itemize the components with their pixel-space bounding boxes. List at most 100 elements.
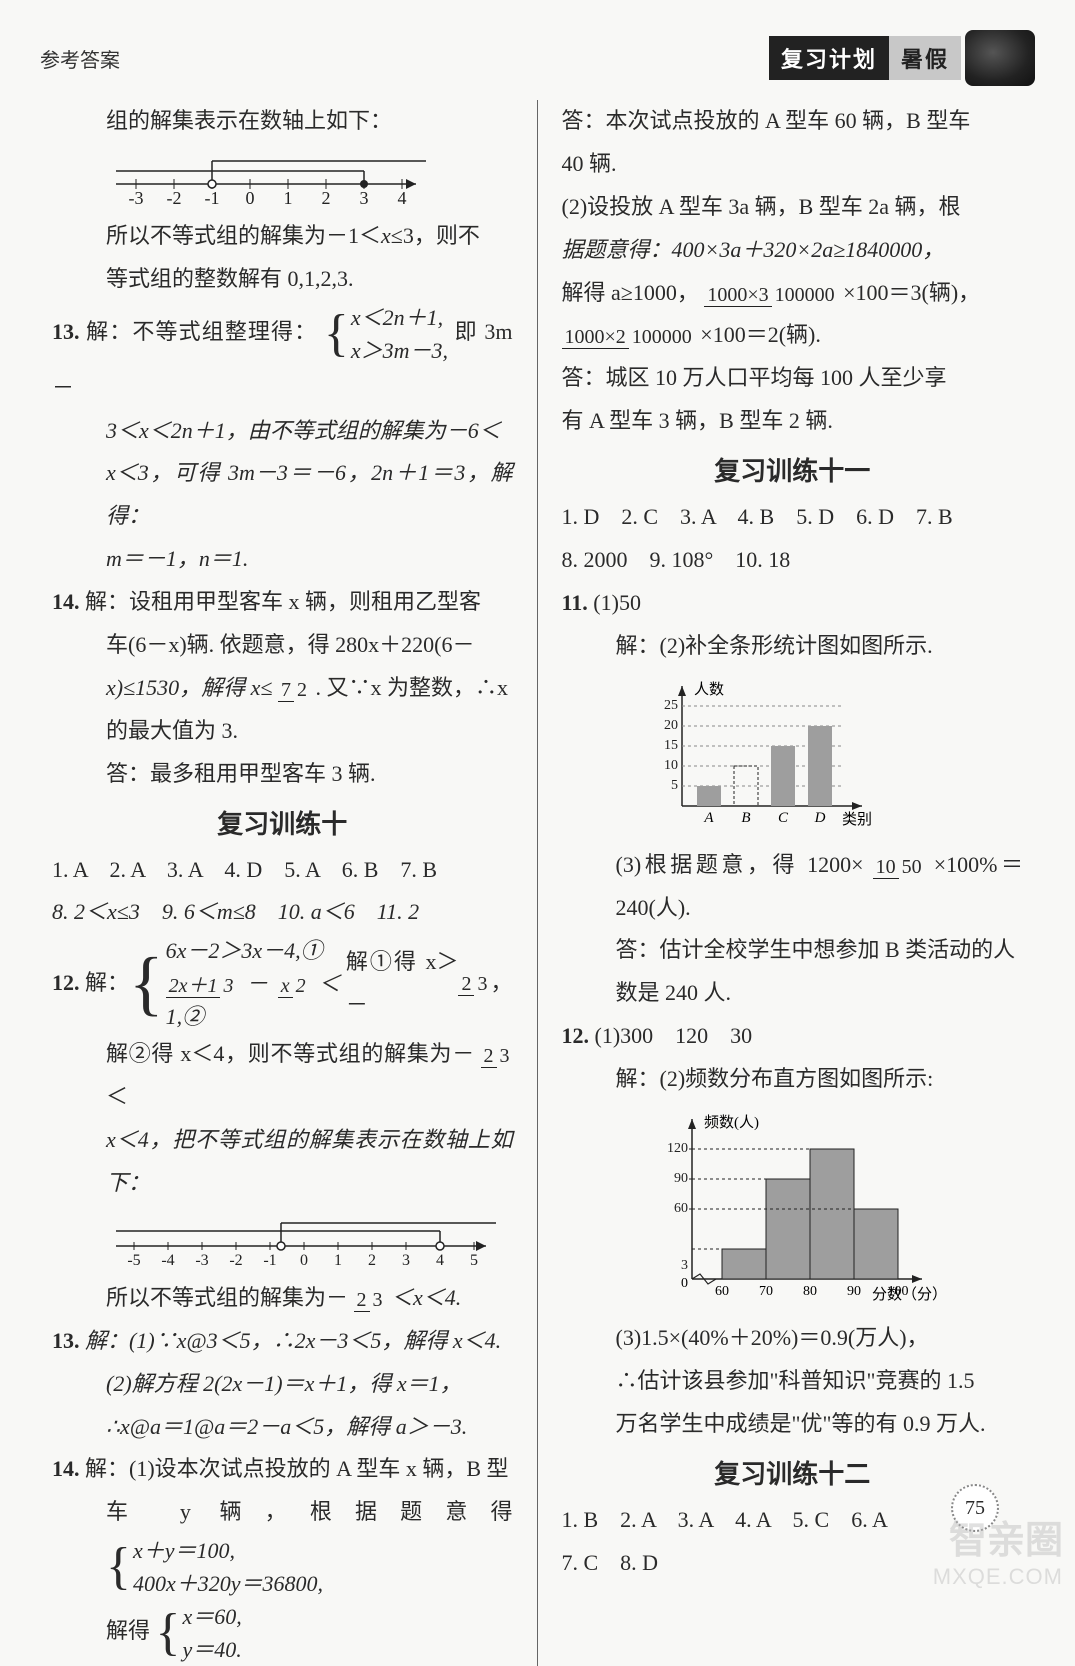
svg-text:3: 3: [681, 1258, 688, 1273]
svg-text:A: A: [703, 810, 714, 826]
text: 答：最多租用甲型客车 3 辆.: [52, 753, 513, 796]
svg-text:3: 3: [402, 1252, 410, 1269]
answers: 8. 2000 9. 108° 10. 18: [562, 539, 1024, 582]
number-line-2: -5 -4 -3 -2 -1 0 1 2 3 4 5: [106, 1211, 513, 1271]
svg-text:2: 2: [322, 188, 331, 208]
svg-text:2: 2: [368, 1252, 376, 1269]
header-image: [965, 30, 1035, 86]
svg-text:0: 0: [300, 1252, 308, 1269]
svg-text:20: 20: [664, 718, 678, 733]
svg-text:1: 1: [284, 188, 293, 208]
badge-summer: 暑假: [889, 36, 961, 80]
text: 有 A 型车 3 辆，B 型车 2 辆.: [562, 400, 1024, 443]
q11: 11. (1)50: [562, 582, 1024, 625]
text: 3＜x＜2n＋1，由不等式组的解集为－6＜: [52, 410, 513, 453]
watermark-cn: 智亲圈: [933, 1509, 1063, 1564]
svg-text:-3: -3: [195, 1252, 208, 1269]
text: 1000×2100000 ×100＝2(辆).: [562, 314, 1024, 357]
badge-plan: 复习计划: [769, 36, 889, 80]
text: 的最大值为 3.: [52, 710, 513, 753]
svg-text:类别: 类别: [842, 811, 872, 828]
text: 等式组的整数解有 0,1,2,3.: [52, 258, 513, 301]
svg-text:频数(人): 频数(人): [704, 1114, 759, 1131]
svg-text:B: B: [741, 810, 750, 826]
svg-text:0: 0: [681, 1276, 688, 1291]
svg-text:1: 1: [334, 1252, 342, 1269]
bar-chart: 人数 类别 5 10 15 20 25 A B C D: [642, 676, 1024, 836]
svg-text:0: 0: [246, 188, 255, 208]
answers: 1. D 2. C 3. A 4. B 5. D 6. D 7. B: [562, 496, 1024, 539]
svg-text:120: 120: [667, 1141, 688, 1156]
text: 答：估计全校学生中想参加 B 类活动的人: [562, 929, 1024, 972]
svg-text:25: 25: [664, 698, 678, 713]
right-column: 答：本次试点投放的 A 型车 60 辆，B 型车 40 辆. (2)设投放 A …: [538, 100, 1036, 1666]
svg-text:-4: -4: [161, 1252, 174, 1269]
text: 车(6－x)辆. 依题意，得 280x＋220(6－: [52, 624, 513, 667]
svg-text:60: 60: [715, 1284, 729, 1299]
svg-text:100: 100: [887, 1284, 908, 1299]
text: (3)1.5×(40%＋20%)＝0.9(万人)，: [562, 1317, 1024, 1360]
svg-text:15: 15: [664, 738, 678, 753]
header-left-label: 参考答案: [40, 44, 120, 73]
svg-text:-1: -1: [205, 188, 220, 208]
svg-text:人数: 人数: [694, 681, 724, 698]
text: 车 y 辆，根据题意得 { x＋y＝100, 400x＋320y＝36800,: [52, 1491, 513, 1600]
answers: 8. 2＜x≤3 9. 6＜m≤8 10. a＜6 11. 2: [52, 891, 513, 934]
svg-text:90: 90: [847, 1284, 861, 1299]
text: 解得 a≥1000， 1000×3100000 ×100＝3(辆)，: [562, 272, 1024, 315]
svg-text:70: 70: [759, 1284, 773, 1299]
text: 据题意得：400×3a＋320×2a≥1840000，: [562, 229, 1024, 272]
answers: 1. A 2. A 3. A 4. D 5. A 6. B 7. B: [52, 849, 513, 892]
svg-text:C: C: [777, 810, 788, 826]
text: x＜3，可得 3m－3＝－6，2n＋1＝3，解得：: [52, 452, 513, 538]
histogram-chart: 频数(人) 分数（分） 3 60 90 120 0: [642, 1109, 1024, 1309]
text: (2)设投放 A 型车 3a 辆，B 型车 2a 辆，根: [562, 186, 1024, 229]
text: 解得 { x＝60, y＝40.: [52, 1600, 513, 1666]
text: m＝－1，n＝1.: [52, 538, 513, 581]
watermark: 智亲圈 MXQE.COM: [933, 1509, 1063, 1590]
svg-text:60: 60: [674, 1201, 688, 1216]
svg-text:-5: -5: [127, 1252, 140, 1269]
text: 所以不等式组的解集为－ 23 ＜x＜4.: [52, 1277, 513, 1320]
text: 解：(2)频数分布直方图如图所示:: [562, 1058, 1024, 1101]
page-header: 参考答案 复习计划 暑假: [40, 30, 1035, 86]
svg-text:-2: -2: [229, 1252, 242, 1269]
svg-text:-3: -3: [129, 188, 144, 208]
text: 组的解集表示在数轴上如下：: [52, 100, 513, 143]
text: 解②得 x＜4，则不等式组的解集为－ 23 ＜: [52, 1033, 513, 1119]
q13: 13. 解：不等式组整理得： { x＜2n＋1, x＞3m－3, 即 3m－: [52, 301, 513, 410]
watermark-en: MXQE.COM: [933, 1564, 1063, 1590]
svg-text:5: 5: [671, 778, 678, 793]
text: ∴x@a＝1@a＝2－a＜5，解得 a＞－3.: [52, 1406, 513, 1449]
q12: 12. 解： { 6x－2＞3x－4,① 2x＋13 － x2 ＜1,② 解①得…: [52, 934, 513, 1033]
text: (3)根据题意，得 1200× 1050 ×100%＝240(人).: [562, 844, 1024, 930]
main-columns: 组的解集表示在数轴上如下： -3 -2 -1 0 1 2 3 4: [40, 100, 1035, 1666]
svg-text:5: 5: [470, 1252, 478, 1269]
svg-text:90: 90: [674, 1171, 688, 1186]
text: 答：本次试点投放的 A 型车 60 辆，B 型车: [562, 100, 1024, 143]
svg-text:3: 3: [360, 188, 369, 208]
svg-text:80: 80: [803, 1284, 817, 1299]
svg-text:4: 4: [436, 1252, 444, 1269]
section-10-title: 复习训练十: [52, 804, 513, 841]
text: 答：城区 10 万人口平均每 100 人至少享: [562, 357, 1024, 400]
q12r: 12. (1)300 120 30: [562, 1015, 1024, 1058]
number-line-1: -3 -2 -1 0 1 2 3 4: [106, 149, 513, 209]
svg-text:4: 4: [398, 188, 407, 208]
text: x)≤1530，解得 x≤ 72 . 又∵x 为整数，∴x: [52, 667, 513, 710]
text: ∴估计该县参加"科普知识"竞赛的 1.5: [562, 1360, 1024, 1403]
section-11-title: 复习训练十一: [562, 451, 1024, 488]
svg-text:10: 10: [664, 758, 678, 773]
svg-text:D: D: [813, 810, 825, 826]
section-12-title: 复习训练十二: [562, 1454, 1024, 1491]
text: 40 辆.: [562, 143, 1024, 186]
svg-text:-2: -2: [167, 188, 182, 208]
svg-text:-1: -1: [263, 1252, 276, 1269]
q13b: 13. 解：(1)∵x@3＜5，∴2x－3＜5，解得 x＜4.: [52, 1320, 513, 1363]
text: x＜4，把不等式组的解集表示在数轴上如下：: [52, 1119, 513, 1205]
text: 数是 240 人.: [562, 972, 1024, 1015]
text: 解：(2)补全条形统计图如图所示.: [562, 625, 1024, 668]
header-right: 复习计划 暑假: [769, 30, 1035, 86]
text: 万名学生中成绩是"优"等的有 0.9 万人.: [562, 1403, 1024, 1446]
text: 所以不等式组的解集为－1＜x≤3，则不: [52, 215, 513, 258]
